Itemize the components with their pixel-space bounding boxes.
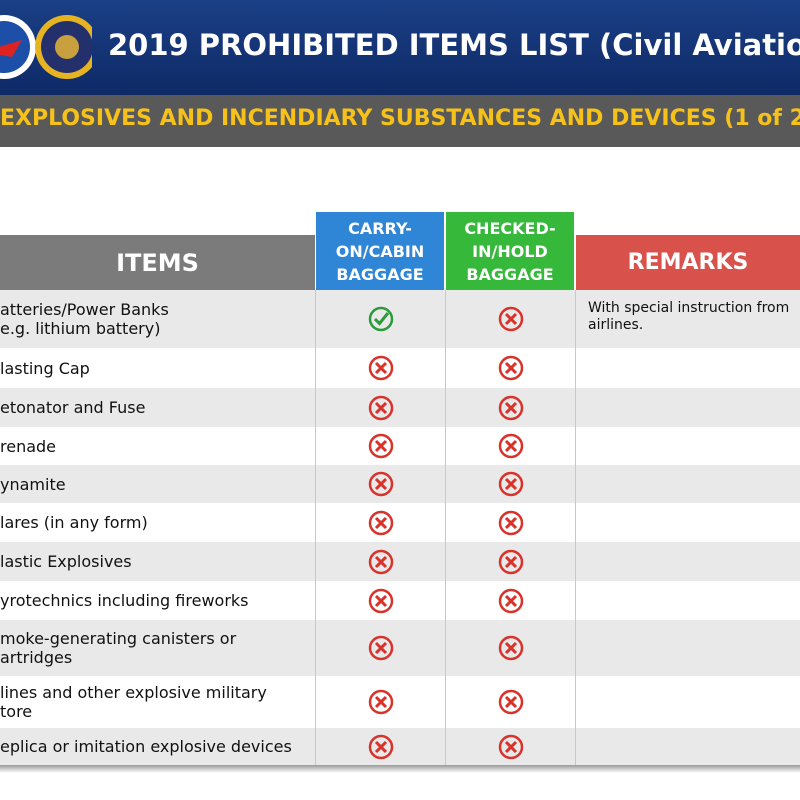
carry-on-status <box>316 620 446 676</box>
remarks-cell <box>576 620 800 676</box>
checked-status <box>446 465 576 503</box>
item-cell: etonator and Fuse <box>0 388 316 427</box>
remarks-cell <box>576 465 800 503</box>
checked-status <box>446 348 576 388</box>
table-row: lares (in any form) <box>0 503 800 542</box>
carry-on-status <box>316 581 446 620</box>
checked-status <box>446 542 576 581</box>
item-cell: ynamite <box>0 465 316 503</box>
table-row: etonator and Fuse <box>0 388 800 427</box>
table-row: lastic Explosives <box>0 542 800 581</box>
item-cell: lares (in any form) <box>0 503 316 542</box>
checked-status <box>446 427 576 465</box>
item-cell: renade <box>0 427 316 465</box>
remarks-cell <box>576 728 800 765</box>
table-row: lines and other explosive military tore <box>0 676 800 728</box>
item-cell: lastic Explosives <box>0 542 316 581</box>
column-header: REMARKS <box>576 235 800 290</box>
column-header: CHECKED- IN/HOLD BAGGAGE <box>446 212 574 290</box>
table-row: eplica or imitation explosive devices <box>0 728 800 765</box>
carry-on-status <box>316 465 446 503</box>
carry-on-status <box>316 503 446 542</box>
carry-on-status <box>316 348 446 388</box>
title: 2019 PROHIBITED ITEMS LIST (Civil Aviati… <box>108 28 800 62</box>
column-header: ITEMS <box>0 235 315 290</box>
table-row: moke-generating canisters or artridges <box>0 620 800 676</box>
column-header: CARRY- ON/CABIN BAGGAGE <box>316 212 444 290</box>
checked-status <box>446 290 576 348</box>
remarks-cell <box>576 503 800 542</box>
item-cell: eplica or imitation explosive devices <box>0 728 316 765</box>
checked-status <box>446 503 576 542</box>
item-cell: atteries/Power Banks e.g. lithium batter… <box>0 290 316 348</box>
remarks-cell <box>576 388 800 427</box>
carry-on-status <box>316 542 446 581</box>
table-row: yrotechnics including fireworks <box>0 581 800 620</box>
checked-status <box>446 620 576 676</box>
table-row: ynamite <box>0 465 800 503</box>
carry-on-status <box>316 290 446 348</box>
shadow <box>0 765 800 773</box>
subtitle: EXPLOSIVES AND INCENDIARY SUBSTANCES AND… <box>0 106 800 131</box>
remarks-cell <box>576 581 800 620</box>
checked-status <box>446 676 576 728</box>
header-band <box>0 0 800 95</box>
checked-status <box>446 728 576 765</box>
remarks-cell <box>576 427 800 465</box>
remarks-cell <box>576 542 800 581</box>
subtitle-band <box>0 95 800 147</box>
carry-on-status <box>316 388 446 427</box>
checked-status <box>446 581 576 620</box>
checked-status <box>446 388 576 427</box>
logos <box>0 15 92 79</box>
remarks-cell: With special instruction from airlines. <box>588 300 790 333</box>
carry-on-status <box>316 728 446 765</box>
table-row: renade <box>0 427 800 465</box>
remarks-cell <box>576 348 800 388</box>
carry-on-status <box>316 427 446 465</box>
item-cell: lasting Cap <box>0 348 316 388</box>
item-cell: moke-generating canisters or artridges <box>0 620 316 676</box>
item-cell: yrotechnics including fireworks <box>0 581 316 620</box>
table-row: atteries/Power Banks e.g. lithium batter… <box>0 290 800 348</box>
carry-on-status <box>316 676 446 728</box>
remarks-cell <box>576 676 800 728</box>
item-cell: lines and other explosive military tore <box>0 676 316 728</box>
table-row: lasting Cap <box>0 348 800 388</box>
